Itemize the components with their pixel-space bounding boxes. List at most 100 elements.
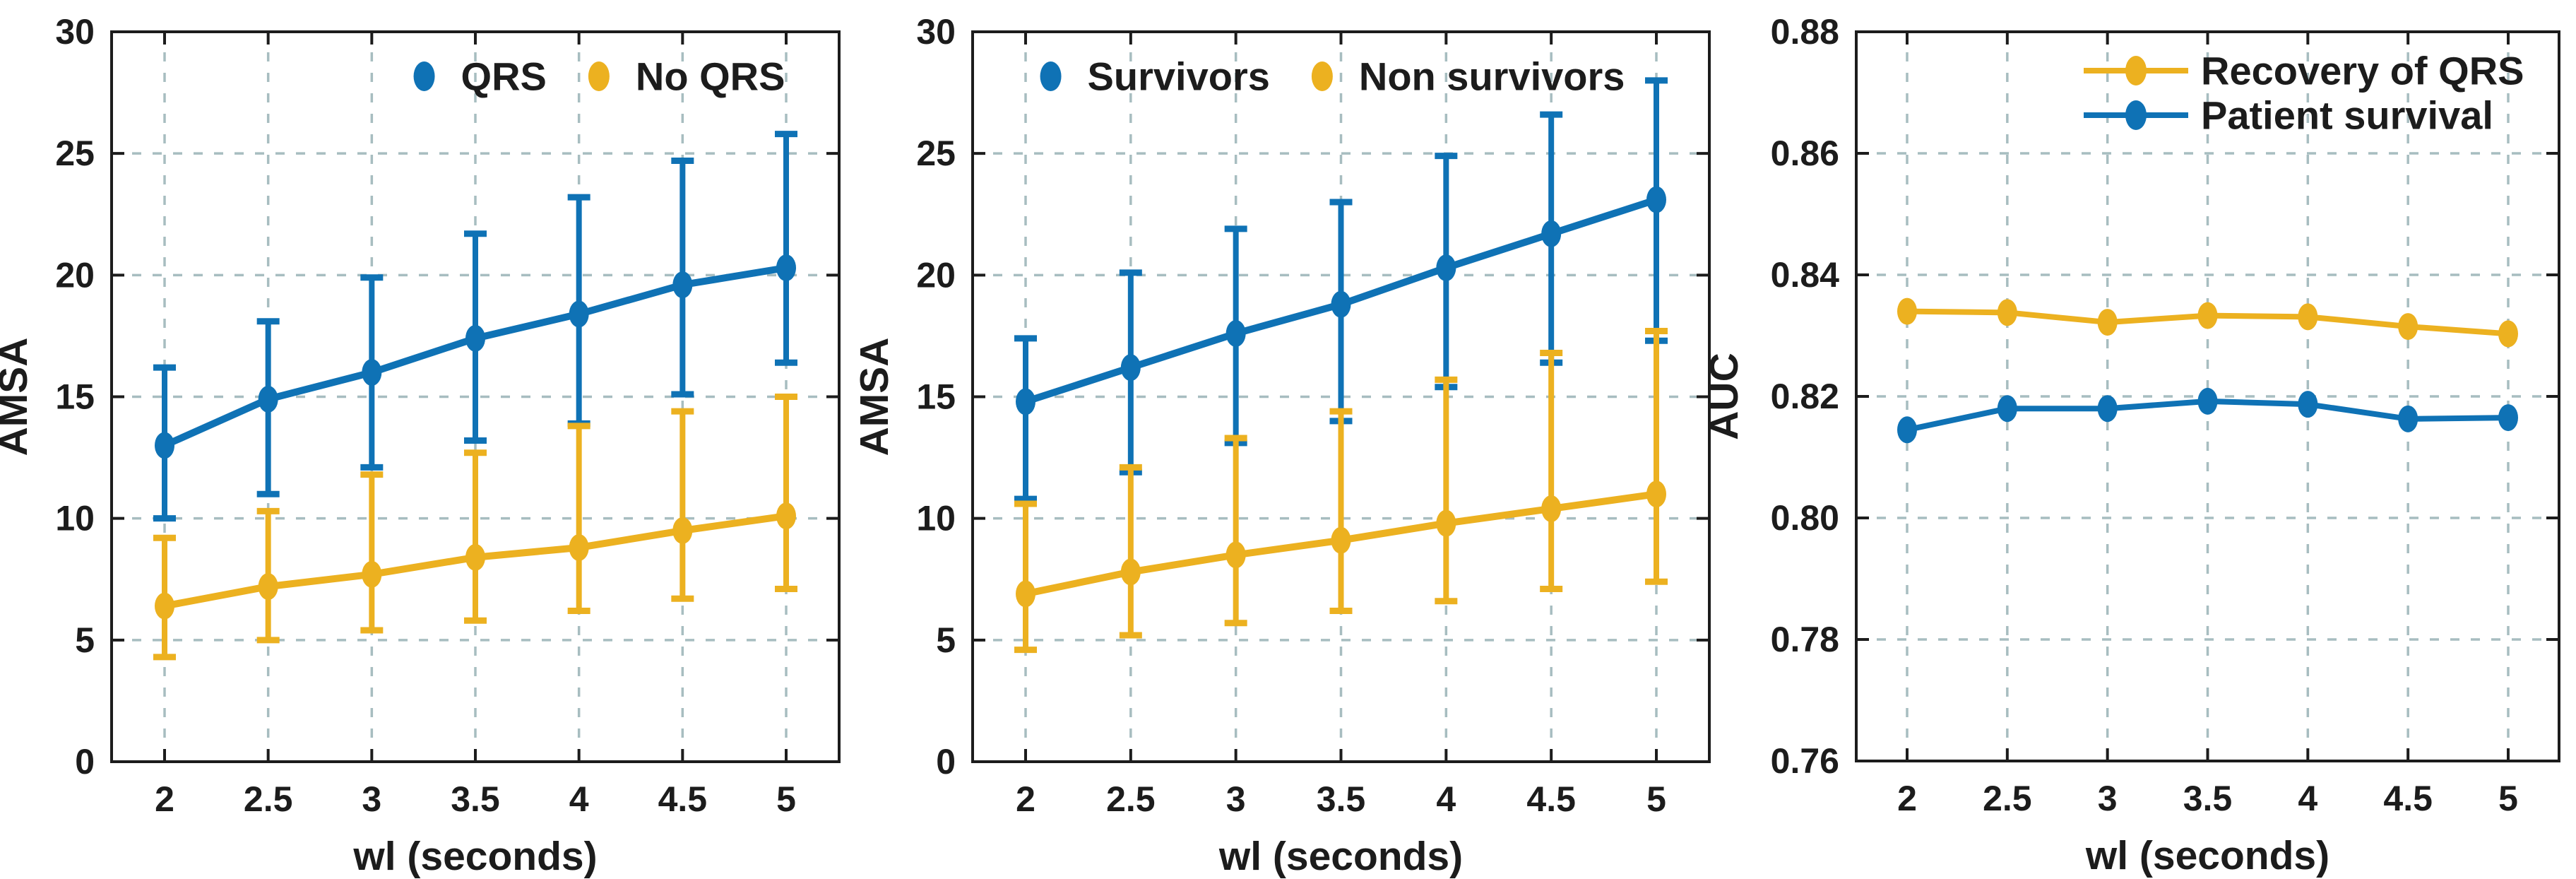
data-point-marker — [2097, 309, 2118, 336]
y-axis-label: AMSA — [0, 338, 36, 456]
y-tick-label: 30 — [916, 12, 956, 52]
x-tick-label: 5 — [776, 779, 796, 819]
panel-amsa-by-qrs-recovery: 2 2.5 3 3.5 4 4.5 5 0 5 10 15 20 25 30 wl (seconds) AMS… — [0, 12, 841, 879]
data-point-marker — [776, 502, 796, 530]
data-point-marker — [1120, 558, 1141, 586]
data-point-marker — [1541, 495, 1562, 522]
tick-marks — [1856, 30, 2559, 762]
y-tick-label: 0.78 — [1771, 620, 1839, 659]
y-tick-label: 0.84 — [1771, 255, 1840, 295]
y-axis-label: AUC — [1702, 353, 1747, 440]
x-tick-label: 4.5 — [2383, 779, 2433, 818]
series-recovery-of-qrs — [1897, 297, 2518, 348]
legend-marker-survivors — [1040, 61, 1062, 91]
data-point-marker — [1120, 354, 1141, 382]
y-tick-label: 10 — [916, 499, 956, 538]
data-point-marker — [1541, 220, 1562, 247]
x-tick-label: 3 — [2098, 779, 2118, 818]
data-point-marker — [2498, 404, 2518, 432]
x-tick-label: 2 — [1016, 779, 1035, 819]
x-tick-label: 4 — [569, 779, 589, 819]
data-point-marker — [1997, 395, 2017, 423]
data-point-marker — [1331, 290, 1351, 318]
series-patient-survival — [1897, 387, 2518, 444]
data-point-marker — [258, 385, 278, 413]
data-point-marker — [2298, 303, 2318, 331]
data-point-marker — [1646, 480, 1666, 508]
data-point-marker — [672, 271, 693, 299]
data-point-marker — [1016, 580, 1035, 608]
data-point-marker — [2197, 302, 2218, 329]
data-point-marker — [2398, 405, 2418, 432]
y-tick-label: 0 — [75, 742, 95, 781]
data-point-marker — [2197, 387, 2218, 415]
y-tick-label: 15 — [55, 377, 95, 417]
x-axis-label: wl (seconds) — [352, 834, 597, 879]
y-tick-label: 15 — [916, 377, 956, 417]
y-tick-label: 0.76 — [1771, 741, 1839, 781]
data-point-marker — [1436, 254, 1456, 282]
legend-marker-qrs — [413, 61, 435, 91]
x-axis-label: wl (seconds) — [1218, 834, 1463, 879]
data-point-marker — [1016, 388, 1035, 415]
y-tick-label: 10 — [55, 499, 95, 538]
error-bars-non-survivors — [1014, 328, 1668, 654]
error-bars-no-qrs — [153, 394, 797, 661]
data-point-marker — [2398, 313, 2418, 341]
x-tick-label: 4 — [2298, 779, 2317, 818]
legend-marker-non-survivors — [1311, 61, 1333, 91]
data-point-marker — [776, 254, 796, 282]
data-point-marker — [2298, 391, 2318, 418]
x-tick-label: 3.5 — [451, 779, 500, 819]
y-tick-label: 5 — [936, 620, 956, 660]
series-qrs — [153, 131, 797, 522]
data-point-marker — [1436, 509, 1456, 537]
x-tick-label: 2.5 — [1106, 779, 1156, 819]
legend-label-recovery-of-qrs: Recovery of QRS — [2201, 49, 2524, 93]
series-non-survivors — [1014, 328, 1668, 654]
series-survivors — [1014, 77, 1668, 502]
x-tick-label: 2 — [155, 779, 174, 819]
legend-label-qrs: QRS — [461, 54, 547, 99]
data-point-marker — [1225, 541, 1246, 569]
data-point-marker — [362, 359, 382, 387]
data-point-marker — [1897, 416, 1917, 444]
y-tick-label: 20 — [55, 255, 95, 295]
y-tick-label: 0.80 — [1771, 498, 1839, 538]
data-point-marker — [1897, 297, 1917, 325]
y-tick-label: 0.82 — [1771, 377, 1839, 416]
x-tick-label: 3.5 — [2183, 779, 2233, 818]
legend-marker-recovery-of-qrs — [2125, 56, 2147, 85]
legend-marker-no-qrs — [588, 61, 610, 91]
data-point-marker — [1225, 319, 1246, 347]
legend-label-no-qrs: No QRS — [636, 54, 785, 99]
y-tick-label: 0.86 — [1771, 134, 1839, 173]
x-tick-label: 4.5 — [658, 779, 708, 819]
data-point-marker — [155, 432, 174, 459]
x-tick-label: 3.5 — [1317, 779, 1366, 819]
data-point-marker — [1997, 299, 2017, 326]
legend: QRS No QRS — [413, 54, 785, 99]
legend-label-patient-survival: Patient survival — [2201, 93, 2493, 138]
legend-label-non-survivors: Non survivors — [1359, 54, 1625, 99]
y-axis-label: AMSA — [852, 338, 897, 456]
legend-label-survivors: Survivors — [1088, 54, 1270, 99]
y-tick-label: 0.88 — [1771, 12, 1839, 52]
data-point-marker — [1646, 186, 1666, 213]
x-tick-label: 4.5 — [1526, 779, 1576, 819]
y-tick-label: 30 — [55, 12, 95, 52]
x-axis-label: wl (seconds) — [2085, 833, 2329, 878]
legend-marker-patient-survival — [2125, 100, 2147, 130]
data-point-marker — [569, 300, 589, 328]
x-tick-label: 4 — [1436, 779, 1456, 819]
data-point-marker — [465, 543, 485, 571]
y-tick-label: 0 — [936, 742, 956, 781]
data-point-marker — [465, 324, 485, 352]
data-point-marker — [155, 592, 174, 620]
data-point-marker — [2498, 320, 2518, 348]
data-point-marker — [1331, 526, 1351, 554]
data-point-marker — [569, 533, 589, 561]
data-point-marker — [362, 560, 382, 588]
